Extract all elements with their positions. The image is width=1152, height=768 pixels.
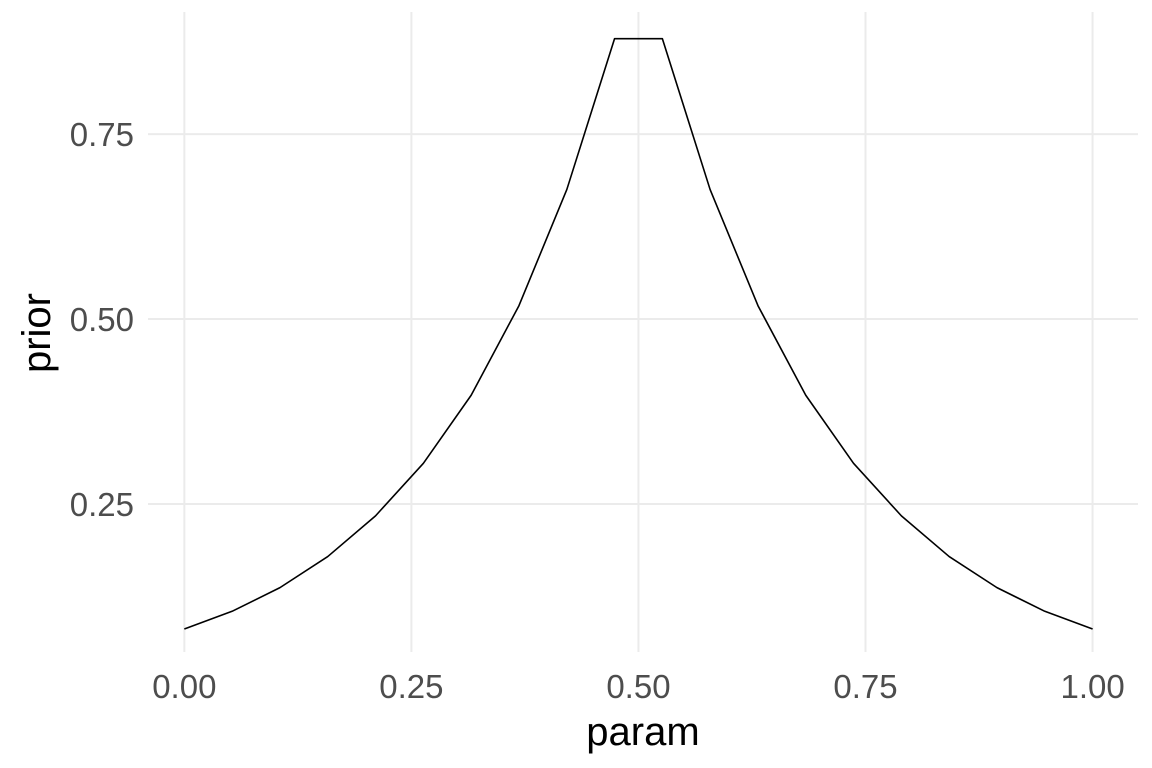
series-line — [184, 37, 1093, 630]
x-axis-title: param — [586, 710, 699, 754]
x-tick-label: 0.75 — [833, 668, 897, 705]
y-tick-labels: 0.25 0.50 0.75 — [70, 116, 134, 523]
y-tick-label: 0.50 — [70, 301, 134, 338]
y-tick-label: 0.75 — [70, 116, 134, 153]
gridlines — [148, 12, 1138, 652]
x-tick-label: 0.25 — [379, 668, 443, 705]
y-axis-title: prior — [15, 293, 59, 373]
x-tick-label: 0.50 — [606, 668, 670, 705]
series-layer — [184, 37, 1093, 630]
x-tick-label: 0.00 — [152, 668, 216, 705]
x-tick-labels: 0.00 0.25 0.50 0.75 1.00 — [152, 668, 1124, 705]
x-tick-label: 1.00 — [1060, 668, 1124, 705]
y-tick-label: 0.25 — [70, 486, 134, 523]
